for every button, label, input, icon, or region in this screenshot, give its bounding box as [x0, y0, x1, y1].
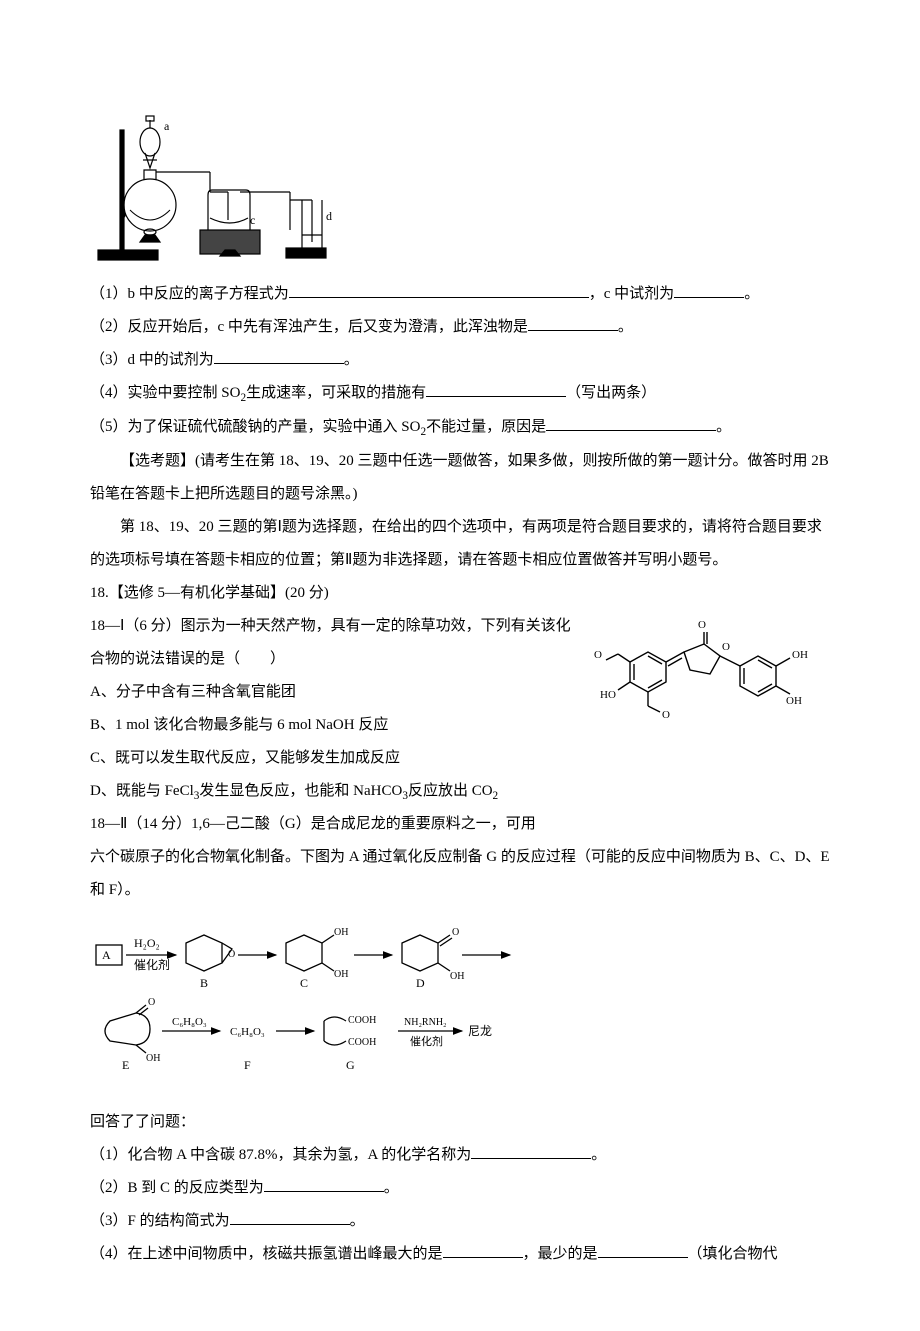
q1-blank2 [674, 283, 744, 298]
q1-text2: ，c 中试剂为 [589, 286, 674, 302]
q5-blank1 [546, 416, 716, 431]
a3-text1: （3）F 的结构简式为 [90, 1213, 230, 1229]
q4-text3: （写出两条） [566, 385, 656, 401]
a4-text1: （4）在上述中间物质中，核磁共振氢谱出峰最大的是 [90, 1246, 443, 1262]
node-nylon: 尼龙 [468, 1024, 492, 1038]
mol-label-6: OH [786, 695, 802, 707]
instruction-2: 第 18、19、20 三题的第Ⅰ题为选择题，在给出的四个选项中，有两项是符合题目… [90, 511, 830, 577]
group-oh4: OH [146, 1053, 160, 1064]
q1-text3: 。 [744, 286, 759, 302]
apparatus-diagram: a b c d [90, 100, 830, 270]
q5-text1: （5）为了保证硫代硫酸钠的产量，实验中通入 SO [90, 419, 420, 435]
mol-label-5: OH [792, 649, 808, 661]
group-o: O [228, 949, 235, 960]
reaction-scheme: A H₂O₂ 催化剂 B O OH OH C O OH D O OH E C₆H… [90, 913, 830, 1096]
mol-label-1: O [698, 619, 706, 631]
q3-blank1 [214, 349, 344, 364]
group-oh2: OH [334, 969, 348, 980]
node-d: D [416, 976, 425, 990]
group-oh1: OH [334, 927, 348, 938]
question-5: （5）为了保证硫代硫酸钠的产量，实验中通入 SO2不能过量，原因是。 [90, 411, 830, 445]
optd-1: D、既能与 FeCl [90, 783, 194, 799]
a1-text1: （1）化合物 A 中含碳 87.8%，其余为氢，A 的化学名称为 [90, 1147, 471, 1163]
answer-2: （2）B 到 C 的反应类型为 。 [90, 1172, 830, 1205]
a1-blank1 [471, 1144, 591, 1159]
group-cooh1: COOH [348, 1015, 376, 1026]
node-a: A [102, 948, 111, 962]
group-cooh2: COOH [348, 1037, 376, 1048]
question-2: （2）反应开始后，c 中先有浑浊产生，后又变为澄清，此浑浊物是 。 [90, 311, 830, 344]
a4-text3: （填化合物代 [688, 1246, 778, 1262]
optd-3: 反应放出 CO [408, 783, 493, 799]
optd-2: 发生显色反应，也能和 NaHCO [199, 783, 402, 799]
node-g: G [346, 1058, 355, 1072]
reagent-amine: NH₂RNH₂ [404, 1017, 447, 1028]
mol-label-4: O [662, 709, 670, 721]
q4-text1: （4）实验中要控制 SO [90, 385, 240, 401]
a3-text2: 。 [350, 1213, 365, 1229]
group-oh3: OH [450, 971, 464, 982]
q18-2-line2: 六个碳原子的化合物氧化制备。下图为 A 通过氧化反应制备 G 的反应过程（可能的… [90, 841, 830, 907]
mol-label-3: HO [600, 689, 616, 701]
q18-2-line1: 18—Ⅱ（14 分）1,6—己二酸（G）是合成尼龙的重要原料之一，可用 [90, 808, 830, 841]
question-4: （4）实验中要控制 SO2生成速率，可采取的措施有（写出两条） [90, 377, 830, 411]
q1-blank1 [289, 283, 589, 298]
label-c: c [250, 213, 255, 227]
instruction-1: 【选考题】(请考生在第 18、19、20 三题中任选一题做答，如果多做，则按所做… [90, 445, 830, 511]
q2-text2: 。 [618, 319, 633, 335]
question-3: （3）d 中的试剂为 。 [90, 344, 830, 377]
a1-text2: 。 [591, 1147, 606, 1163]
question-1: （1）b 中反应的离子方程式为 ，c 中试剂为 。 [90, 278, 830, 311]
mol-label-0: O [594, 649, 602, 661]
a4-text2: ，最少的是 [523, 1246, 598, 1262]
q4-text2: 生成速率，可采取的措施有 [246, 385, 426, 401]
label-d: d [326, 209, 332, 223]
molecule-diagram: O O O HO O OH OH [580, 614, 830, 777]
option-d: D、既能与 FeCl3发生显色反应，也能和 NaHCO3反应放出 CO2 [90, 775, 830, 809]
answer-header: 回答了了问题： [90, 1106, 830, 1139]
answer-3: （3）F 的结构简式为 。 [90, 1205, 830, 1238]
reagent-cat1: 催化剂 [134, 957, 170, 972]
node-f: F [244, 1058, 251, 1072]
node-c: C [300, 976, 308, 990]
reagent-c6h8o3: C₆H₈O₃ [172, 1016, 207, 1028]
node-b: B [200, 976, 208, 990]
group-o3: O [148, 997, 155, 1008]
a4-blank1 [443, 1243, 523, 1258]
reagent-h2o2: H₂O₂ [134, 936, 160, 950]
label-b: b [120, 207, 126, 221]
node-e: E [122, 1058, 129, 1072]
f-formula: C₆H₈O₃ [230, 1026, 265, 1038]
a2-text1: （2）B 到 C 的反应类型为 [90, 1180, 264, 1196]
q5-text3: 。 [716, 419, 731, 435]
q3-text1: （3）d 中的试剂为 [90, 352, 214, 368]
answer-1: （1）化合物 A 中含碳 87.8%，其余为氢，A 的化学名称为 。 [90, 1139, 830, 1172]
a2-text2: 。 [384, 1180, 399, 1196]
label-a: a [164, 119, 170, 133]
mol-label-2: O [722, 641, 730, 653]
q5-text2: 不能过量，原因是 [426, 419, 546, 435]
answer-4: （4）在上述中间物质中，核磁共振氢谱出峰最大的是 ，最少的是 （填化合物代 [90, 1238, 830, 1271]
q1-text1: （1）b 中反应的离子方程式为 [90, 286, 289, 302]
a4-blank2 [598, 1243, 688, 1258]
a3-blank1 [230, 1210, 350, 1225]
a2-blank1 [264, 1177, 384, 1192]
reagent-cat2: 催化剂 [410, 1034, 443, 1048]
q4-blank1 [426, 382, 566, 397]
q2-blank1 [528, 316, 618, 331]
q18-header: 18.【选修 5—有机化学基础】(20 分) [90, 577, 830, 610]
group-o2: O [452, 927, 459, 938]
q3-text2: 。 [344, 352, 359, 368]
optd-sub3: 2 [493, 790, 499, 802]
q2-text1: （2）反应开始后，c 中先有浑浊产生，后又变为澄清，此浑浊物是 [90, 319, 528, 335]
